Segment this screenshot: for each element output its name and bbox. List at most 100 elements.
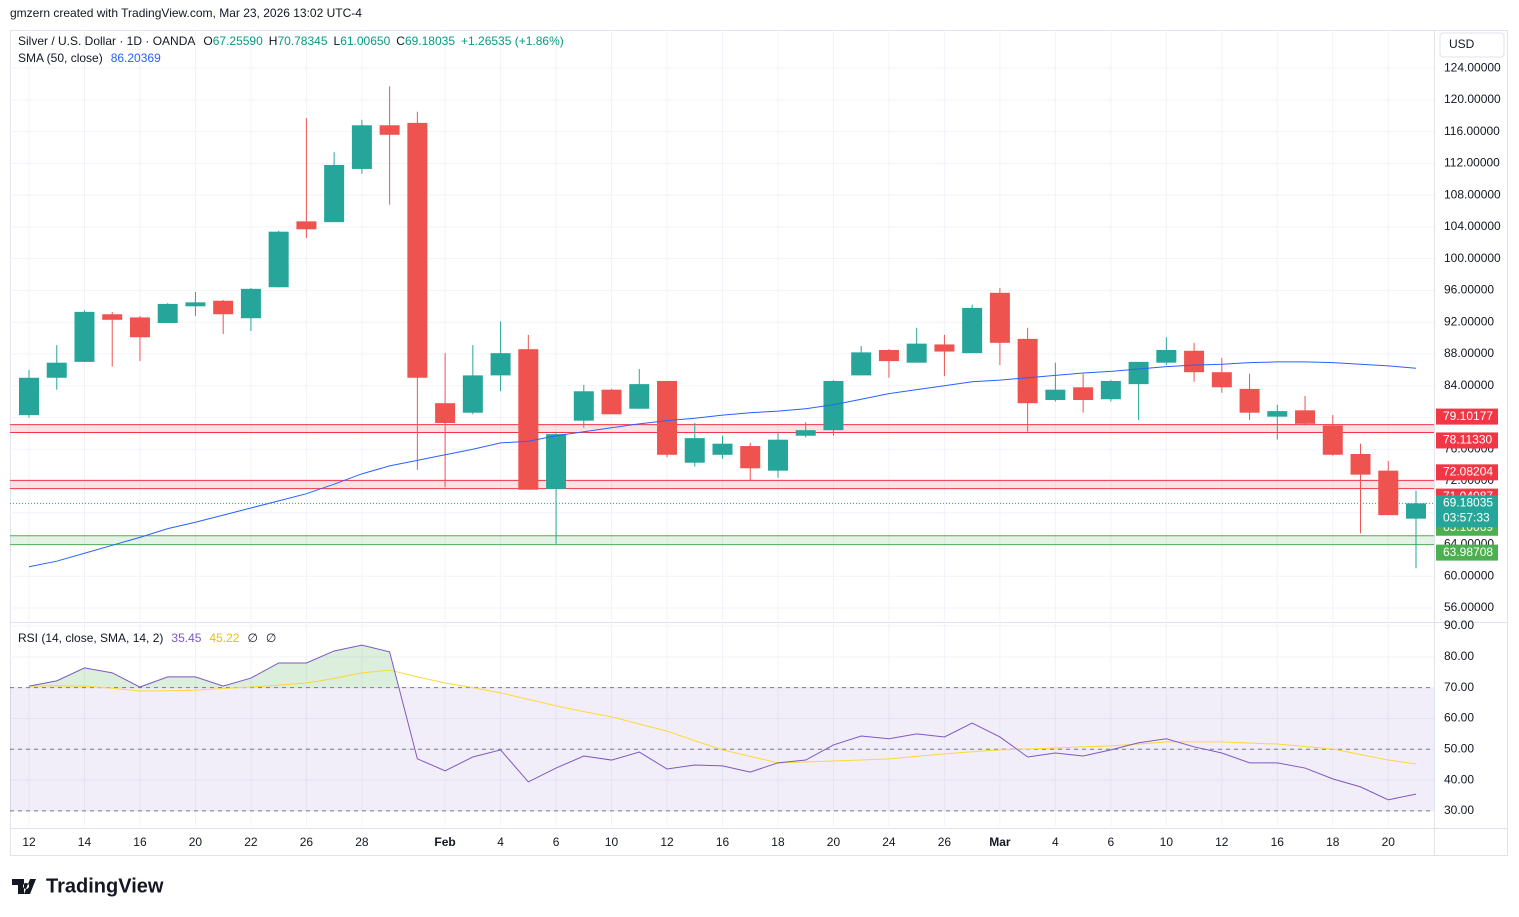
x-tick-label: 20 — [1382, 835, 1396, 849]
candle-body — [878, 349, 899, 362]
x-tick-label: 20 — [827, 835, 841, 849]
candle-body — [407, 122, 428, 378]
x-tick-label: 28 — [355, 835, 369, 849]
x-tick-label: 16 — [133, 835, 147, 849]
x-tick-label: 10 — [1160, 835, 1174, 849]
candle-body — [518, 349, 539, 490]
x-tick-label: 6 — [553, 835, 560, 849]
currency-box[interactable] — [1439, 32, 1505, 58]
rsi-tick-label: 70.00 — [1444, 680, 1474, 694]
x-tick-label: 12 — [22, 835, 36, 849]
y-tick-label: 104.00000 — [1444, 219, 1501, 233]
y-tick-label: 88.00000 — [1444, 346, 1494, 360]
currency[interactable]: USD — [1449, 37, 1475, 51]
ohlc-value: 67.25590 — [213, 34, 263, 48]
zone — [10, 535, 1434, 545]
x-tick-label: 16 — [716, 835, 730, 849]
candle-body — [435, 403, 456, 424]
rsi-tick-label: 40.00 — [1444, 772, 1474, 786]
attribution: gmzern created with TradingView.com, Mar… — [10, 6, 362, 20]
rsi-sma-line — [28, 669, 1417, 765]
ohlc-value: 69.18035 — [405, 34, 455, 48]
candle-body — [546, 434, 567, 489]
x-tick-label: 18 — [1326, 835, 1340, 849]
x-tick-label: 18 — [771, 835, 785, 849]
candle-body — [1100, 380, 1121, 400]
sma-line — [28, 361, 1417, 568]
candle-body — [962, 307, 983, 354]
y-tick-label: 60.00000 — [1444, 568, 1494, 582]
y-tick-label: 56.00000 — [1444, 600, 1494, 614]
x-tick-label: 4 — [1052, 835, 1059, 849]
y-tick-label: 116.00000 — [1444, 124, 1500, 138]
x-tick-label: 12 — [1215, 835, 1229, 849]
rsi-tick-label: 80.00 — [1444, 649, 1474, 663]
candle-body — [1073, 387, 1094, 400]
candle-body — [989, 292, 1010, 343]
ohlc-value: 61.00650 — [340, 34, 390, 48]
y-tick-label: 120.00000 — [1444, 92, 1501, 106]
brand: TradingView — [46, 875, 164, 897]
last-price-tag — [1436, 495, 1498, 528]
candle-body — [296, 221, 317, 230]
x-tick-label: 16 — [1271, 835, 1285, 849]
legend-rsi: RSI (14, close, SMA, 14, 2) 35.45 45.22 ∅ ∅ — [18, 631, 276, 645]
ohlc-key: L — [334, 34, 341, 48]
countdown: 03:57:33 — [1443, 511, 1490, 525]
candle-body — [1239, 388, 1260, 413]
candle-body — [462, 375, 483, 413]
candle-body — [351, 125, 372, 169]
y-tick-label: 124.00000 — [1444, 60, 1501, 74]
change: +1.26535 (+1.86%) — [461, 34, 564, 48]
candle-body — [1350, 453, 1371, 475]
rsi-legend-value: 35.45 — [171, 631, 201, 645]
candle-body — [102, 314, 123, 320]
y-tick-label: 112.00000 — [1444, 156, 1500, 170]
candle-body — [1378, 470, 1399, 516]
candle-body — [213, 300, 234, 315]
candle-body — [1211, 372, 1232, 388]
ohlc-key: O — [203, 34, 212, 48]
price-pane — [10, 30, 1434, 622]
rsi-name: RSI (14, close, SMA, 14, 2) — [18, 631, 163, 645]
candle-body — [767, 439, 788, 471]
candle-body — [157, 303, 178, 323]
x-tick-label: 14 — [78, 835, 92, 849]
candle-body — [1128, 361, 1149, 385]
ohlc-value: 70.78345 — [277, 34, 327, 48]
zone — [10, 480, 1434, 489]
candle-body — [1406, 503, 1426, 519]
sma-value: 86.20369 — [111, 51, 161, 65]
rsi-legend-value: ∅ — [266, 631, 276, 645]
candle-body — [906, 343, 927, 363]
x-tick-label: 20 — [189, 835, 203, 849]
candle-body — [601, 389, 622, 415]
candle-body — [490, 353, 511, 376]
candle-body — [1045, 389, 1066, 400]
rsi-legend-value: ∅ — [247, 631, 257, 645]
zone-price-label: 63.98708 — [1443, 545, 1493, 559]
candle-body — [712, 443, 733, 455]
logo: TradingView — [12, 875, 164, 897]
candle-body — [795, 430, 816, 436]
logo-icon — [12, 879, 36, 894]
candle-body — [573, 391, 594, 421]
candle-body — [851, 352, 872, 376]
candle-body — [379, 125, 400, 135]
candle-body — [19, 377, 39, 416]
zone-price-tag — [1436, 544, 1498, 561]
last-price-label: 69.18035 — [1443, 496, 1493, 510]
candle-body — [185, 302, 206, 307]
candle-body — [684, 438, 705, 463]
candle-body — [1156, 349, 1177, 363]
zone-price-label: 79.10177 — [1443, 409, 1493, 423]
rsi-tick-label: 90.00 — [1444, 618, 1474, 632]
candle-body — [823, 380, 844, 431]
zone-price-tag — [1436, 464, 1498, 481]
rsi-overbought-fill — [29, 645, 1416, 688]
x-tick-label: 26 — [300, 835, 314, 849]
rsi-line — [28, 644, 1417, 801]
x-tick-label: 6 — [1108, 835, 1115, 849]
legend-main: Silver / U.S. Dollar · 1D · OANDA O67.255… — [18, 34, 564, 48]
